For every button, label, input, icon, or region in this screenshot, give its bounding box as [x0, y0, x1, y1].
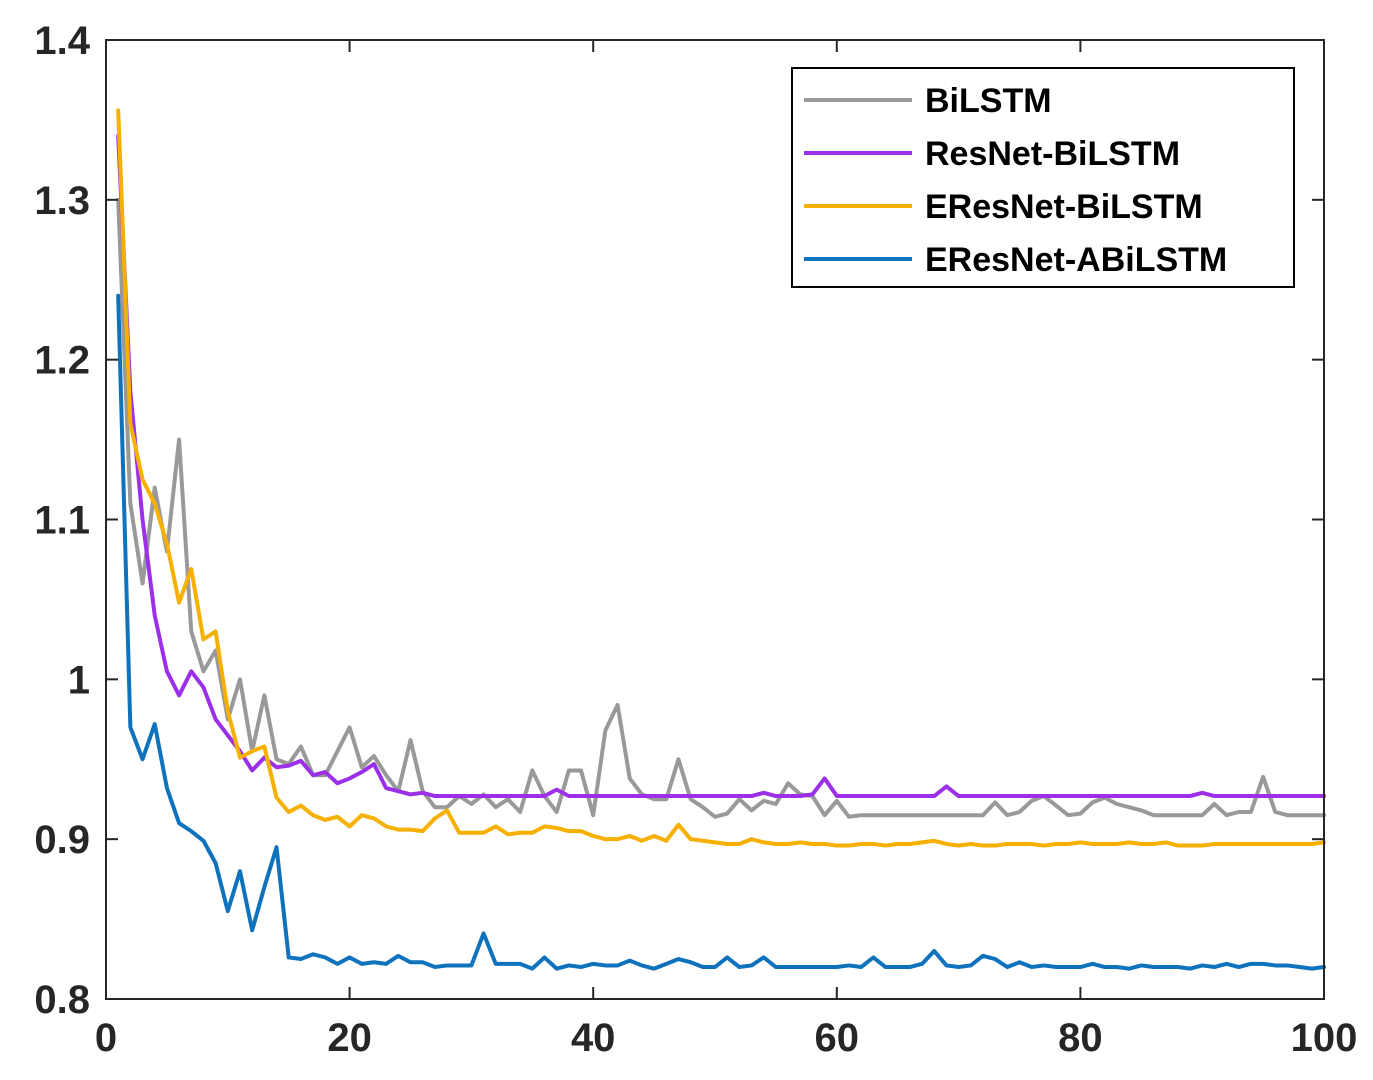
- x-tick-label: 100: [1291, 1016, 1358, 1060]
- series-line-eresnet-bilstm: [116, 108, 1326, 848]
- series-layer: [116, 108, 1326, 971]
- tick-labels-layer: 0 20 40 60 80 100 0.8 0.9 1 1.1 1.2 1.3 1.4: [34, 19, 1357, 1060]
- series-line-eresnet-abilstm: [116, 293, 1326, 971]
- x-tick-label: 80: [1058, 1016, 1103, 1060]
- legend-label-eresnet-bilstm: EResNet-BiLSTM: [925, 188, 1203, 226]
- y-tick-label: 1.2: [34, 339, 90, 383]
- x-tick-label: 60: [815, 1016, 860, 1060]
- y-tick-label: 1: [68, 658, 90, 702]
- y-tick-label: 1.1: [34, 499, 90, 543]
- legend: BiLSTM ResNet-BiLSTM EResNet-BiLSTM EResNet…: [791, 67, 1295, 288]
- x-tick-label: 20: [327, 1016, 372, 1060]
- y-tick-label: 0.8: [34, 978, 90, 1022]
- legend-label-eresnet-abilstm: EResNet-ABiLSTM: [925, 241, 1227, 279]
- x-tick-label: 40: [571, 1016, 616, 1060]
- legend-label-bilstm: BiLSTM: [925, 82, 1052, 120]
- y-tick-label: 1.4: [34, 19, 90, 63]
- x-tick-label: 0: [95, 1016, 117, 1060]
- ticks-layer: [105, 39, 1325, 1000]
- series-line-resnet-bilstm: [116, 133, 1326, 799]
- y-tick-label: 0.9: [34, 818, 90, 862]
- legend-box: [791, 67, 1295, 288]
- legend-label-resnet-bilstm: ResNet-BiLSTM: [925, 135, 1180, 173]
- y-tick-label: 1.3: [34, 179, 90, 223]
